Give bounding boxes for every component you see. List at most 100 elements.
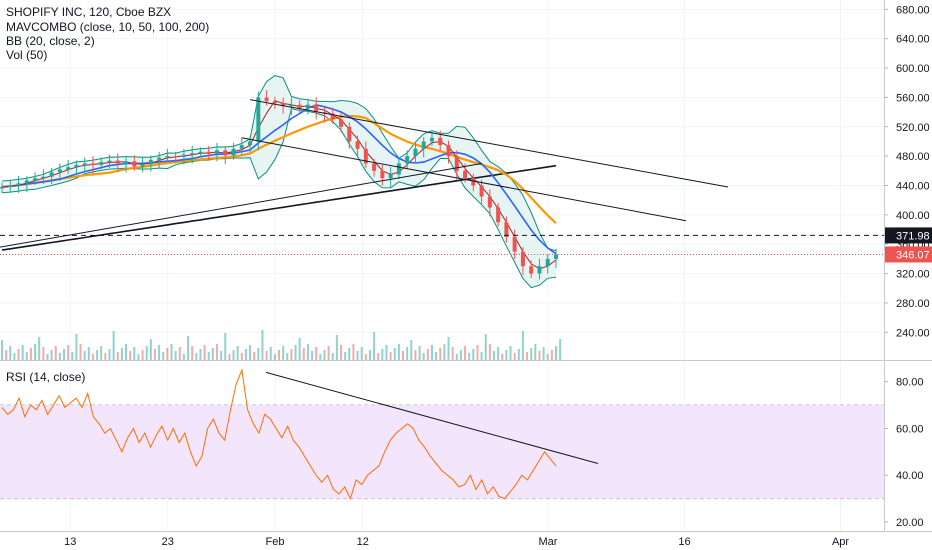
volume-bar — [125, 344, 128, 360]
volume-bar — [513, 353, 516, 360]
volume-bar — [385, 345, 388, 360]
candle-body — [479, 185, 484, 197]
volume-bar — [170, 344, 173, 360]
candle-body — [256, 97, 261, 142]
volume-bar — [203, 345, 206, 360]
candle-body — [380, 170, 385, 179]
volume-bar — [505, 350, 508, 360]
volume-bar — [492, 351, 495, 360]
candle-body — [272, 101, 277, 104]
candle-body — [33, 178, 38, 181]
volume-bar — [207, 352, 210, 360]
volume-bar — [145, 346, 148, 360]
volume-bar — [178, 347, 181, 360]
price-axis-label: 640.00 — [896, 34, 930, 46]
volume-bar — [240, 353, 243, 360]
rsi-axis-label: 40.00 — [896, 470, 924, 482]
candle-body — [198, 151, 203, 154]
volume-bar — [393, 348, 396, 360]
volume-bar — [306, 344, 309, 360]
price-tag-bg — [885, 227, 932, 244]
volume-bar — [555, 346, 557, 360]
candle-body — [181, 154, 186, 157]
volume-bar — [447, 337, 450, 360]
volume-bar — [410, 340, 413, 360]
volume-bar — [459, 350, 462, 360]
trendlines[interactable] — [0, 99, 729, 248]
candle-body — [372, 163, 377, 171]
volume-bar — [290, 349, 293, 360]
candle-body — [529, 266, 534, 274]
candle-body — [281, 103, 286, 107]
indicator-volume[interactable]: Vol (50) — [6, 48, 47, 62]
candle-body — [388, 174, 393, 179]
volume-bar — [559, 339, 562, 360]
volume-bar — [187, 336, 190, 360]
candle-body — [66, 167, 71, 170]
volume-bar — [389, 352, 392, 360]
volume-bar — [455, 354, 458, 360]
candle-body — [355, 141, 360, 149]
volume-bar — [331, 353, 334, 360]
volume-bar — [517, 349, 520, 360]
candle-body — [405, 156, 410, 164]
price-axis[interactable]: 680.00 640.00 600.00 560.00 520.00 480.00 440.… — [884, 4, 930, 339]
volume-bar — [162, 352, 165, 360]
candle-body — [363, 148, 368, 164]
rsi-trendline[interactable] — [265, 371, 599, 465]
trendline-3 — [0, 162, 482, 248]
volume-bar — [104, 353, 107, 360]
price-axis-label: 480.00 — [896, 151, 930, 163]
bollinger-lower-band — [1, 108, 557, 289]
volume-bar — [21, 345, 24, 360]
volume-bar — [174, 351, 177, 360]
volume-bar — [480, 352, 483, 360]
volume-bar — [215, 344, 218, 360]
indicator-mavcombo[interactable]: MAVCOMBO (close, 10, 50, 100, 200) — [6, 20, 209, 34]
price-axis-label: 280.00 — [896, 298, 930, 310]
candle-body — [0, 186, 4, 189]
rsi-axis[interactable]: 80.00 60.00 40.00 20.00 — [884, 377, 924, 529]
volume-bar — [46, 354, 49, 360]
candle-body — [223, 150, 228, 156]
volume-bar — [348, 348, 351, 360]
time-axis-label: 13 — [64, 536, 76, 548]
rsi-axis-label: 60.00 — [896, 423, 924, 435]
price-axis-label: 560.00 — [896, 92, 930, 104]
volume-bar — [352, 344, 355, 360]
volume-bar — [364, 354, 367, 360]
indicator-bb[interactable]: BB (20, close, 2) — [6, 34, 95, 48]
candle-body — [173, 156, 178, 158]
volume-bar — [356, 351, 359, 360]
time-axis[interactable]: 1323Feb12Mar16Apr1322May — [64, 536, 932, 548]
candle-body — [115, 160, 120, 164]
volume-bar — [42, 347, 45, 360]
volume-bar — [13, 353, 16, 360]
candle-body — [82, 163, 87, 165]
volume-bar — [340, 345, 343, 360]
volume-bar — [377, 353, 380, 360]
volume-bar — [87, 347, 90, 360]
candle-body — [148, 159, 153, 165]
volume-bars — [1, 330, 562, 360]
volume-bar — [402, 351, 405, 360]
volume-bar — [418, 346, 421, 360]
candle-body — [49, 172, 54, 177]
volume-bar — [79, 344, 82, 360]
volume-bar — [488, 344, 491, 360]
candle-body — [24, 180, 29, 184]
volume-bar — [261, 330, 264, 360]
volume-bar — [422, 353, 425, 360]
volume-bar — [451, 347, 454, 360]
candle-body — [314, 104, 319, 113]
volume-bar — [236, 346, 239, 360]
candle-body — [305, 104, 310, 109]
candle-body — [496, 207, 501, 223]
indicator-rsi[interactable]: RSI (14, close) — [6, 370, 85, 384]
volume-bar — [91, 354, 94, 360]
volume-bar — [311, 351, 314, 360]
volume-bar — [195, 353, 198, 360]
candle-body — [545, 258, 550, 267]
volume-bar — [302, 348, 305, 360]
